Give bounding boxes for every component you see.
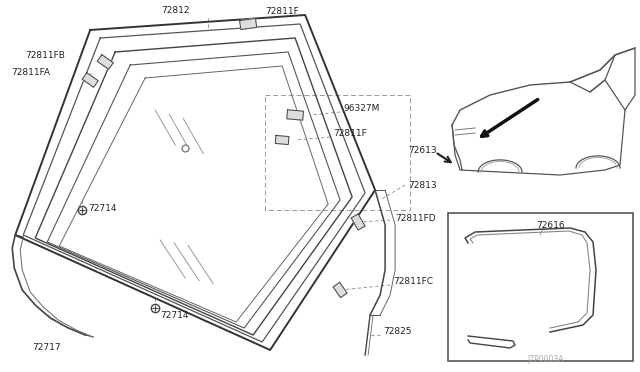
Text: 72714: 72714 (88, 203, 116, 212)
Text: 72825: 72825 (383, 327, 412, 337)
Text: 72714: 72714 (160, 311, 189, 320)
Polygon shape (97, 55, 113, 69)
Text: 72811F: 72811F (265, 6, 299, 16)
Bar (265, 95, 410, 210)
Polygon shape (275, 135, 289, 145)
Polygon shape (239, 19, 257, 29)
Text: 72717: 72717 (32, 343, 61, 353)
Text: 72811FC: 72811FC (393, 278, 433, 286)
Text: 72811FA: 72811FA (12, 67, 50, 77)
Text: J7P0003A: J7P0003A (528, 356, 564, 365)
Text: 96327M: 96327M (343, 103, 380, 112)
Text: 72613: 72613 (408, 145, 436, 154)
Polygon shape (333, 282, 347, 298)
Text: 72616: 72616 (536, 221, 564, 230)
Text: 72812: 72812 (161, 6, 189, 15)
Text: 72811F: 72811F (333, 128, 367, 138)
Polygon shape (351, 214, 365, 230)
Text: 72813: 72813 (408, 180, 436, 189)
Polygon shape (287, 110, 303, 120)
Text: 72811FD: 72811FD (395, 214, 436, 222)
Bar (448, 213, 633, 361)
Text: 72811FB: 72811FB (26, 51, 65, 60)
Polygon shape (82, 73, 99, 87)
